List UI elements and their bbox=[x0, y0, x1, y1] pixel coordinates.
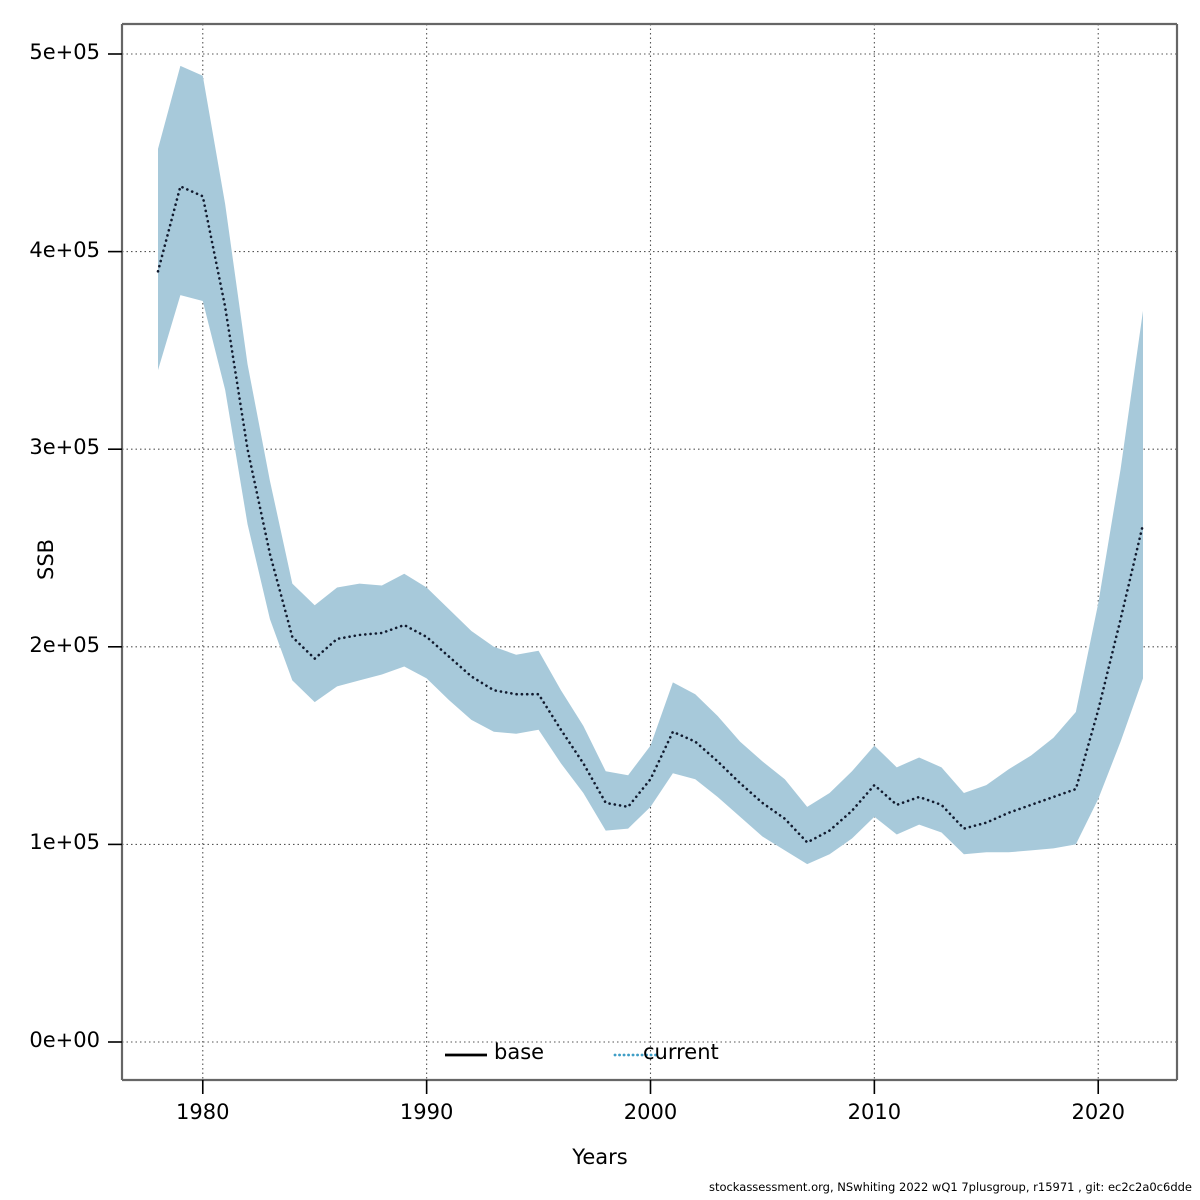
y-tick-label: 1e+05 bbox=[29, 830, 100, 855]
confidence-band-polygon bbox=[158, 65, 1143, 865]
confidence-band bbox=[158, 65, 1143, 865]
y-tick-label: 0e+00 bbox=[29, 1028, 100, 1052]
x-tick-label: 2020 bbox=[1071, 1100, 1125, 1124]
x-axis-label: Years bbox=[572, 1145, 628, 1169]
legend-label-base: base bbox=[494, 1040, 545, 1064]
y-tick-label: 2e+05 bbox=[29, 632, 100, 657]
x-tick-label: 2000 bbox=[623, 1100, 678, 1124]
y-tick-label: 4e+05 bbox=[29, 237, 100, 262]
y-tick-label: 5e+05 bbox=[29, 40, 100, 64]
tick-marks bbox=[108, 53, 1100, 1094]
y-axis-label: SSB bbox=[34, 538, 58, 580]
axis-frame bbox=[120, 22, 1179, 1082]
series-lines bbox=[156, 184, 1145, 845]
x-tick-label: 1990 bbox=[399, 1100, 454, 1124]
footer-credit: stockassessment.org, NSwhiting 2022 wQ1 … bbox=[708, 1180, 1192, 1194]
x-tick-label: 2010 bbox=[847, 1100, 902, 1124]
x-tick-label: 1980 bbox=[176, 1100, 230, 1124]
series-line-current bbox=[156, 184, 1145, 845]
legend-label-current: current bbox=[643, 1040, 719, 1064]
y-tick-label: 3e+05 bbox=[29, 435, 100, 460]
